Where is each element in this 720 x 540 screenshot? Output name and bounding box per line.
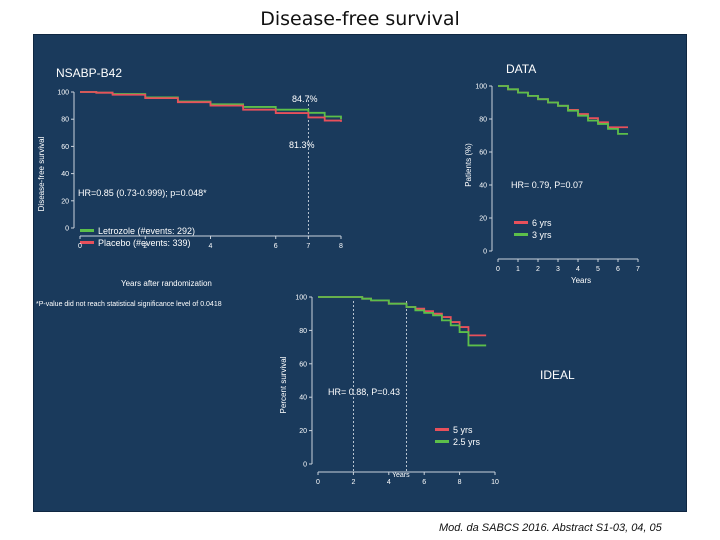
y-tick-label: 100 — [475, 84, 487, 91]
y-tick-label: 60 — [299, 361, 307, 368]
hr-text: HR= 0.79, P=0.07 — [511, 180, 583, 190]
legend-swatch-3yrs — [514, 233, 528, 236]
x-tick-label: 2 — [143, 243, 147, 250]
x-tick-label: 7 — [306, 243, 310, 250]
y-tick-label: 60 — [479, 150, 487, 157]
x-axis-label: Years — [392, 472, 410, 479]
series-line-2-5-yrs — [318, 296, 487, 347]
x-axis-label: Years after randomization — [121, 279, 212, 288]
x-tick-label: 3 — [556, 266, 560, 273]
x-tick-label: 4 — [209, 243, 213, 250]
y-axis-label: Disease-free survival — [37, 136, 46, 211]
y-tick-label: 60 — [61, 144, 69, 151]
legend-label-2-5yrs: 2.5 yrs — [453, 437, 481, 447]
annotation-placebo-pct: 81.3% — [289, 140, 315, 150]
x-tick-label: 6 — [616, 266, 620, 273]
slide-title: Disease-free survival — [260, 8, 460, 30]
footnote: *P-value did not reach statistical signi… — [36, 301, 222, 308]
x-tick-label: 6 — [422, 479, 426, 486]
legend-swatch-5yrs — [435, 428, 449, 431]
legend-label-letrozole: Letrozole (#events: 292) — [98, 226, 195, 236]
x-tick-label: 1 — [516, 266, 520, 273]
series-line-placebo-events-339 — [80, 91, 342, 122]
series-line-5-yrs — [318, 296, 487, 337]
x-tick-label: 6 — [274, 243, 278, 250]
x-tick-label: 8 — [339, 243, 343, 250]
x-tick-label: 8 — [458, 479, 462, 486]
figure-svg: NSABP-B42 Disease-free survival Years af… — [36, 62, 640, 487]
y-tick-label: 40 — [299, 395, 307, 402]
x-tick-label: 7 — [636, 266, 640, 273]
series-line-3-yrs — [498, 85, 628, 135]
y-tick-label: 80 — [479, 117, 487, 124]
chart-title: DATA — [506, 62, 536, 76]
legend-label-6yrs: 6 yrs — [532, 218, 552, 228]
hr-text: HR= 0.88, P=0.43 — [328, 387, 400, 397]
chart-ideal-trial: IDEAL Percent survival Years HR= 0.88, P… — [279, 295, 575, 487]
source-footer: Mod. da SABCS 2016. Abstract S1-03, 04, … — [439, 522, 662, 534]
y-tick-label: 20 — [299, 428, 307, 435]
x-tick-label: 5 — [596, 266, 600, 273]
x-tick-label: 2 — [351, 479, 355, 486]
legend-swatch-2-5yrs — [435, 440, 449, 443]
legend-swatch-6yrs — [514, 221, 528, 224]
y-tick-label: 0 — [483, 249, 487, 256]
y-axis-label: Patients (%) — [464, 143, 473, 187]
chart-title: IDEAL — [540, 368, 575, 382]
chart-title: NSABP-B42 — [56, 66, 122, 80]
x-tick-label: 4 — [387, 479, 391, 486]
y-tick-label: 0 — [65, 226, 69, 233]
y-tick-label: 20 — [479, 216, 487, 223]
legend-label-5yrs: 5 yrs — [453, 425, 473, 435]
y-axis-label: Percent survival — [279, 356, 288, 413]
legend-label-placebo: Placebo (#events: 339) — [98, 238, 191, 248]
x-tick-label: 0 — [496, 266, 500, 273]
x-tick-label: 2 — [536, 266, 540, 273]
legend-label-3yrs: 3 yrs — [532, 230, 552, 240]
x-tick-label: 10 — [491, 479, 499, 486]
x-tick-label: 4 — [576, 266, 580, 273]
x-axis-label: Years — [571, 276, 591, 285]
legend-swatch-letrozole — [80, 229, 94, 232]
annotation-letrozole-pct: 84.7% — [292, 94, 318, 104]
y-tick-label: 100 — [57, 90, 69, 97]
x-tick-label: 0 — [78, 243, 82, 250]
y-tick-label: 20 — [61, 198, 69, 205]
y-tick-label: 40 — [61, 171, 69, 178]
y-tick-label: 100 — [295, 295, 307, 302]
x-tick-label: 0 — [316, 479, 320, 486]
y-tick-label: 0 — [303, 462, 307, 469]
chart-data-trial: DATA Patients (%) Years HR= 0.79, P=0.07… — [464, 62, 640, 285]
y-tick-label: 40 — [479, 183, 487, 190]
chart-nsabp-b42: NSABP-B42 Disease-free survival Years af… — [36, 66, 343, 308]
y-tick-label: 80 — [61, 117, 69, 124]
hr-text: HR=0.85 (0.73-0.999); p=0.048* — [78, 188, 207, 198]
legend-swatch-placebo — [80, 241, 94, 244]
figure-panel: NSABP-B42 Disease-free survival Years af… — [33, 34, 687, 512]
y-tick-label: 80 — [299, 328, 307, 335]
